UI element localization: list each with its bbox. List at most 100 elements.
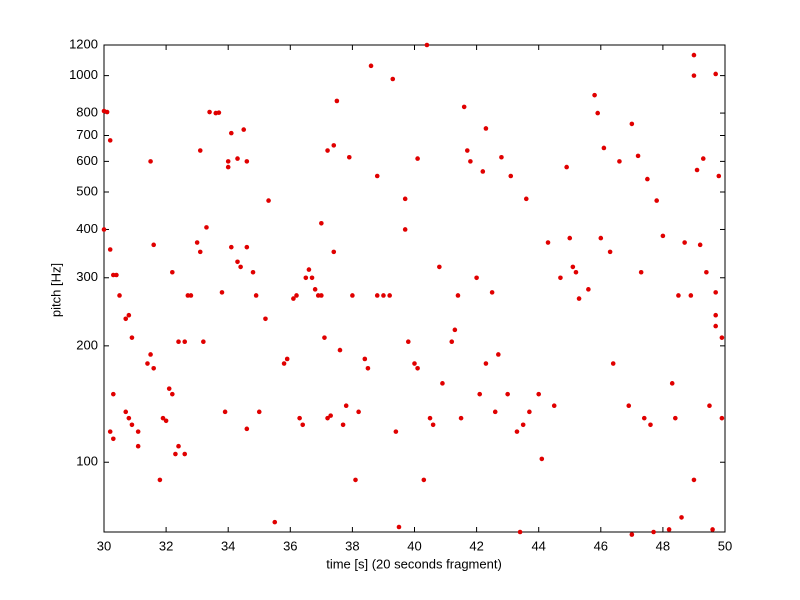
point <box>629 121 635 127</box>
point <box>679 515 684 520</box>
point <box>219 290 225 295</box>
point <box>396 524 402 530</box>
point <box>505 391 510 397</box>
point <box>704 269 709 275</box>
point <box>645 176 650 182</box>
point <box>101 227 107 232</box>
point <box>129 335 135 340</box>
point <box>461 104 467 110</box>
point <box>104 109 110 115</box>
point <box>468 159 473 164</box>
point <box>576 296 582 301</box>
point <box>676 293 681 298</box>
point <box>145 361 150 366</box>
point <box>452 327 458 333</box>
x-tick-label: 30 <box>97 538 111 553</box>
point <box>694 167 700 173</box>
y-axis-label: pitch [Hz] <box>48 263 63 317</box>
y-tick-label: 600 <box>76 153 98 168</box>
point <box>660 233 666 239</box>
point <box>166 386 172 391</box>
point <box>225 164 231 170</box>
point <box>430 422 436 428</box>
point <box>107 429 113 434</box>
point <box>328 413 333 418</box>
point <box>638 269 644 275</box>
point <box>607 249 613 255</box>
y-tick-label: 700 <box>76 127 98 142</box>
point <box>527 409 532 415</box>
x-tick-label: 42 <box>469 538 483 553</box>
point <box>648 422 653 428</box>
y-tick-label: 300 <box>76 269 98 284</box>
point <box>235 259 240 265</box>
x-tick-label: 46 <box>594 538 608 553</box>
point <box>477 391 483 397</box>
point <box>300 422 306 428</box>
y-tick-label: 400 <box>76 221 98 236</box>
point <box>496 352 501 357</box>
point <box>523 196 529 202</box>
point <box>539 456 545 462</box>
point <box>536 391 541 397</box>
point <box>691 52 697 58</box>
point <box>483 361 489 366</box>
point <box>514 429 520 434</box>
point <box>225 159 231 164</box>
point <box>170 391 175 397</box>
point <box>123 316 129 322</box>
point <box>483 126 489 131</box>
point <box>601 145 607 151</box>
point <box>474 275 479 281</box>
point <box>107 138 113 143</box>
point <box>319 220 324 226</box>
point <box>381 293 386 298</box>
point <box>281 361 287 366</box>
point <box>148 159 153 164</box>
point <box>455 293 461 298</box>
point <box>173 451 178 457</box>
point <box>635 153 641 159</box>
point <box>362 356 368 362</box>
point <box>303 275 309 281</box>
point <box>107 247 113 252</box>
point <box>256 409 262 415</box>
point <box>415 365 420 371</box>
x-tick-label: 48 <box>656 538 670 553</box>
point <box>176 443 181 449</box>
point <box>197 249 203 255</box>
point <box>651 529 656 535</box>
point <box>365 365 371 371</box>
point <box>713 323 718 329</box>
point <box>229 244 234 250</box>
point <box>151 365 156 371</box>
point <box>350 293 355 298</box>
point <box>390 76 396 82</box>
point <box>306 267 312 272</box>
y-tick-label: 100 <box>76 454 98 469</box>
point <box>123 409 129 415</box>
point <box>356 409 361 415</box>
point <box>148 352 153 357</box>
point <box>201 339 206 345</box>
point <box>244 426 250 432</box>
point <box>135 429 141 434</box>
point <box>291 296 296 301</box>
point <box>412 361 417 366</box>
point <box>586 287 591 292</box>
point <box>319 293 324 298</box>
point <box>114 272 119 278</box>
point <box>489 290 495 295</box>
point <box>250 269 256 275</box>
point <box>719 415 725 421</box>
point <box>402 227 408 232</box>
point <box>309 275 315 281</box>
point <box>216 110 222 115</box>
point <box>325 415 330 421</box>
point <box>440 381 445 386</box>
point <box>272 519 278 525</box>
point <box>126 312 132 318</box>
point <box>545 240 551 245</box>
point <box>688 293 694 298</box>
